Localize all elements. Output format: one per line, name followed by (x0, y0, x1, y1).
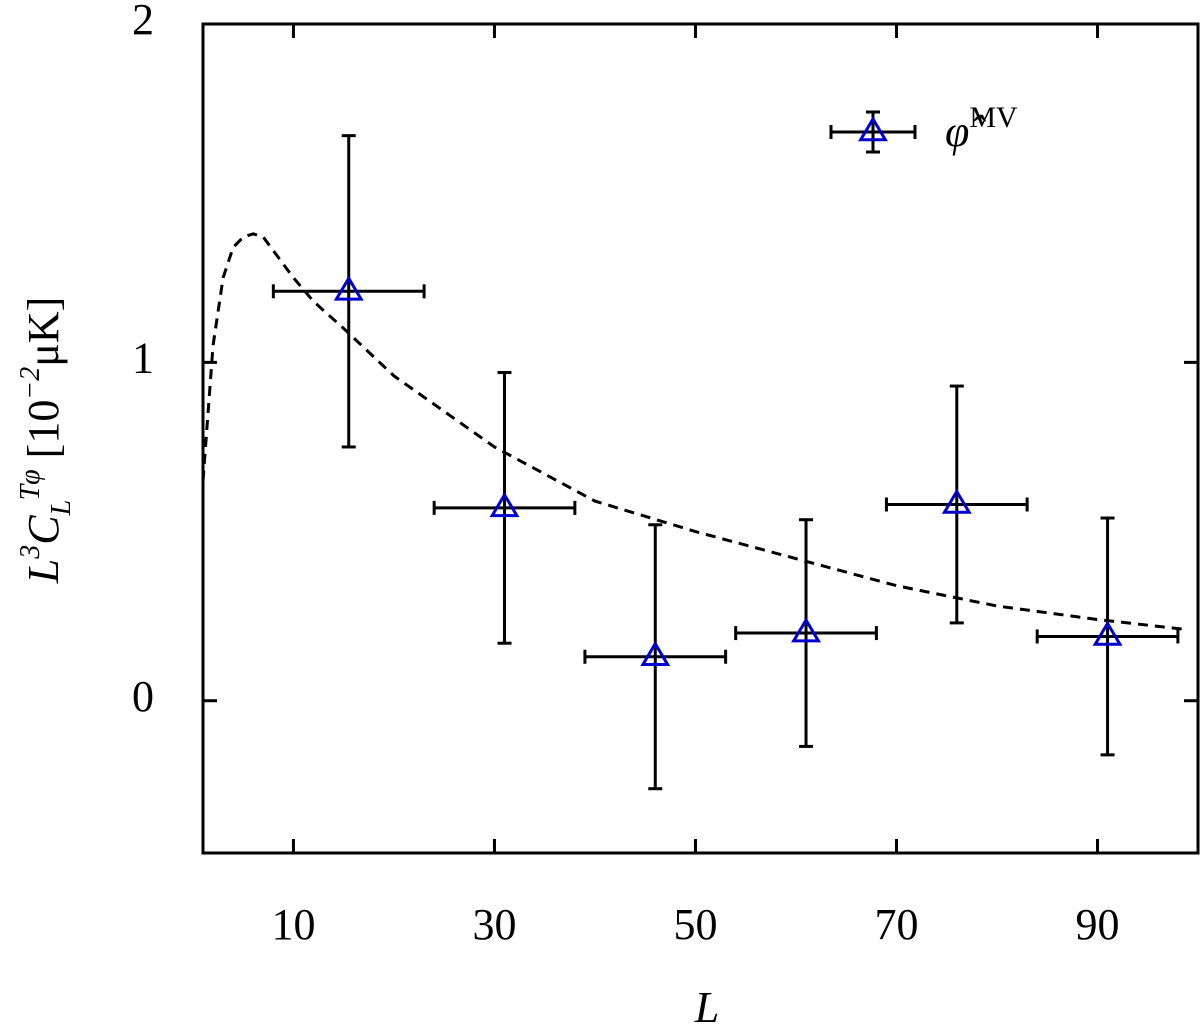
y-label-part: L (19, 559, 68, 584)
marker (1092, 620, 1123, 646)
marker (640, 640, 671, 667)
y-label-sup: Tφ (15, 469, 46, 500)
x-tick-label: 50 (673, 900, 717, 949)
y-tick-label: 0 (132, 672, 154, 721)
y-label-sup: 3 (15, 545, 46, 560)
x-tick-label: 30 (472, 900, 516, 949)
legend-superscript: MV (969, 101, 1018, 134)
legend-marker (858, 116, 888, 142)
y-axis-label: L3CLTφ [10−2μK] (15, 297, 77, 585)
y-label-part: μK] (19, 297, 68, 367)
y-tick-label: 1 (132, 333, 154, 382)
y-label-part: C (19, 515, 68, 545)
model-curve (201, 232, 1189, 632)
y-label-sup: −2 (15, 367, 46, 400)
x-tick-label: 10 (271, 900, 315, 949)
x-tick-label: 90 (1075, 900, 1119, 949)
x-tick-label: 70 (874, 900, 918, 949)
marker (489, 491, 520, 518)
legend-label: φ̂MV (945, 101, 1018, 156)
plot-frame (201, 22, 1200, 855)
marker (333, 275, 364, 301)
x-axis-label: L (694, 983, 719, 1032)
y-label-part: [10 (19, 400, 68, 470)
marker (941, 488, 972, 514)
marker (791, 617, 822, 643)
y-tick-label: 2 (132, 0, 154, 44)
y-label-sub: L (46, 500, 77, 516)
